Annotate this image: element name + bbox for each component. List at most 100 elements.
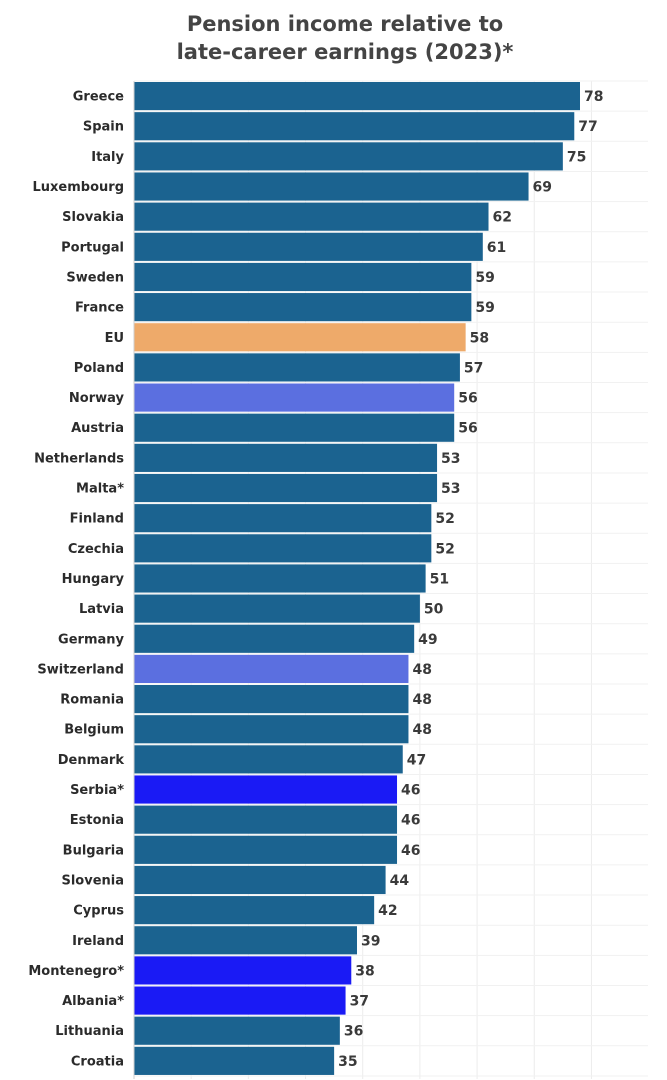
category-label: Estonia xyxy=(70,813,124,828)
value-label: 58 xyxy=(470,330,489,346)
bar-france xyxy=(134,293,472,322)
category-label: Slovakia xyxy=(62,210,124,225)
category-label: Slovenia xyxy=(61,873,124,888)
value-label: 56 xyxy=(458,391,477,407)
value-label: 59 xyxy=(475,270,494,286)
category-label: Denmark xyxy=(58,753,125,768)
category-label: Sweden xyxy=(66,270,124,285)
bar-norway xyxy=(134,383,455,412)
value-label: 53 xyxy=(441,451,460,467)
value-label: 53 xyxy=(441,481,460,497)
category-label: Belgium xyxy=(64,723,124,738)
value-label: 56 xyxy=(458,421,477,437)
category-label: Lithuania xyxy=(55,1024,124,1039)
bar-switzerland xyxy=(134,654,409,683)
value-label: 46 xyxy=(401,813,420,829)
chart-title-line-2: late-career earnings (2023)* xyxy=(176,40,514,64)
category-label: Portugal xyxy=(61,240,124,255)
bar-slovakia xyxy=(134,202,489,231)
chart-title-line-1: Pension income relative to xyxy=(186,12,504,36)
category-label: Hungary xyxy=(62,572,125,587)
value-label: 46 xyxy=(401,843,420,859)
bar-spain xyxy=(134,112,575,141)
category-label: Bulgaria xyxy=(63,843,124,858)
category-label: Norway xyxy=(69,391,125,406)
category-label: Latvia xyxy=(79,602,124,617)
value-label: 44 xyxy=(390,873,410,889)
category-label: Malta* xyxy=(76,482,124,497)
category-label: Italy xyxy=(91,150,124,165)
category-label: Greece xyxy=(73,90,124,105)
value-label: 47 xyxy=(407,752,426,768)
value-label: 69 xyxy=(533,180,552,196)
bar-eu xyxy=(134,323,466,352)
value-label: 39 xyxy=(361,933,380,949)
bar-greece xyxy=(134,82,580,111)
bar-romania xyxy=(134,685,409,714)
bar-sweden xyxy=(134,262,472,292)
bar-lithuania xyxy=(134,1016,340,1045)
value-label: 50 xyxy=(424,602,444,618)
bar-netherlands xyxy=(134,443,438,472)
category-label: Albania* xyxy=(62,994,124,1009)
bar-latvia xyxy=(134,594,420,623)
category-label: Montenegro* xyxy=(28,964,124,979)
value-label: 46 xyxy=(401,783,420,799)
value-label: 62 xyxy=(493,210,512,226)
value-label: 38 xyxy=(355,963,374,979)
value-label: 48 xyxy=(412,722,431,738)
value-label: 61 xyxy=(487,240,506,256)
bar-cyprus xyxy=(134,896,375,925)
bar-denmark xyxy=(134,745,403,774)
category-label: Ireland xyxy=(72,934,124,949)
value-label: 59 xyxy=(475,300,494,316)
category-label: Germany xyxy=(58,632,124,647)
value-label: 78 xyxy=(584,89,603,105)
category-label: Netherlands xyxy=(34,451,124,466)
category-label: Croatia xyxy=(71,1054,124,1069)
value-label: 51 xyxy=(430,571,449,587)
value-label: 75 xyxy=(567,149,586,165)
bar-portugal xyxy=(134,232,483,261)
category-label: Luxembourg xyxy=(33,180,125,195)
bar-slovenia xyxy=(134,865,386,895)
value-label: 36 xyxy=(344,1024,363,1040)
value-label: 48 xyxy=(412,662,431,678)
bar-montenegro xyxy=(134,956,352,985)
value-label: 35 xyxy=(338,1054,357,1070)
category-label: Cyprus xyxy=(73,904,124,919)
bar-germany xyxy=(134,624,415,653)
bar-bulgaria xyxy=(134,835,398,864)
value-label: 48 xyxy=(412,692,431,708)
bar-belgium xyxy=(134,715,409,744)
bar-serbia xyxy=(134,775,398,804)
bar-estonia xyxy=(134,805,398,834)
bar-italy xyxy=(134,142,563,171)
bar-austria xyxy=(134,413,455,442)
bar-croatia xyxy=(134,1046,335,1075)
bar-ireland xyxy=(134,926,357,955)
bar-malta xyxy=(134,473,438,503)
category-label: Serbia* xyxy=(70,783,124,798)
category-label: Romania xyxy=(60,693,124,708)
category-label: Poland xyxy=(74,361,124,376)
value-label: 37 xyxy=(350,994,369,1010)
bar-czechia xyxy=(134,534,432,563)
bar-poland xyxy=(134,353,460,382)
category-label: France xyxy=(75,301,124,316)
value-label: 42 xyxy=(378,903,397,919)
bar-albania xyxy=(134,986,346,1015)
category-label: Finland xyxy=(70,512,124,527)
value-label: 77 xyxy=(578,119,597,135)
bar-luxembourg xyxy=(134,172,529,201)
category-label: Switzerland xyxy=(37,662,124,677)
value-label: 52 xyxy=(435,541,454,557)
category-label: Austria xyxy=(71,421,124,436)
bar-hungary xyxy=(134,564,426,593)
category-label: Czechia xyxy=(68,542,124,557)
value-label: 57 xyxy=(464,360,483,376)
category-label: Spain xyxy=(83,120,124,135)
category-label: EU xyxy=(105,331,124,346)
chart-title: Pension income relative to late-career e… xyxy=(0,10,667,66)
